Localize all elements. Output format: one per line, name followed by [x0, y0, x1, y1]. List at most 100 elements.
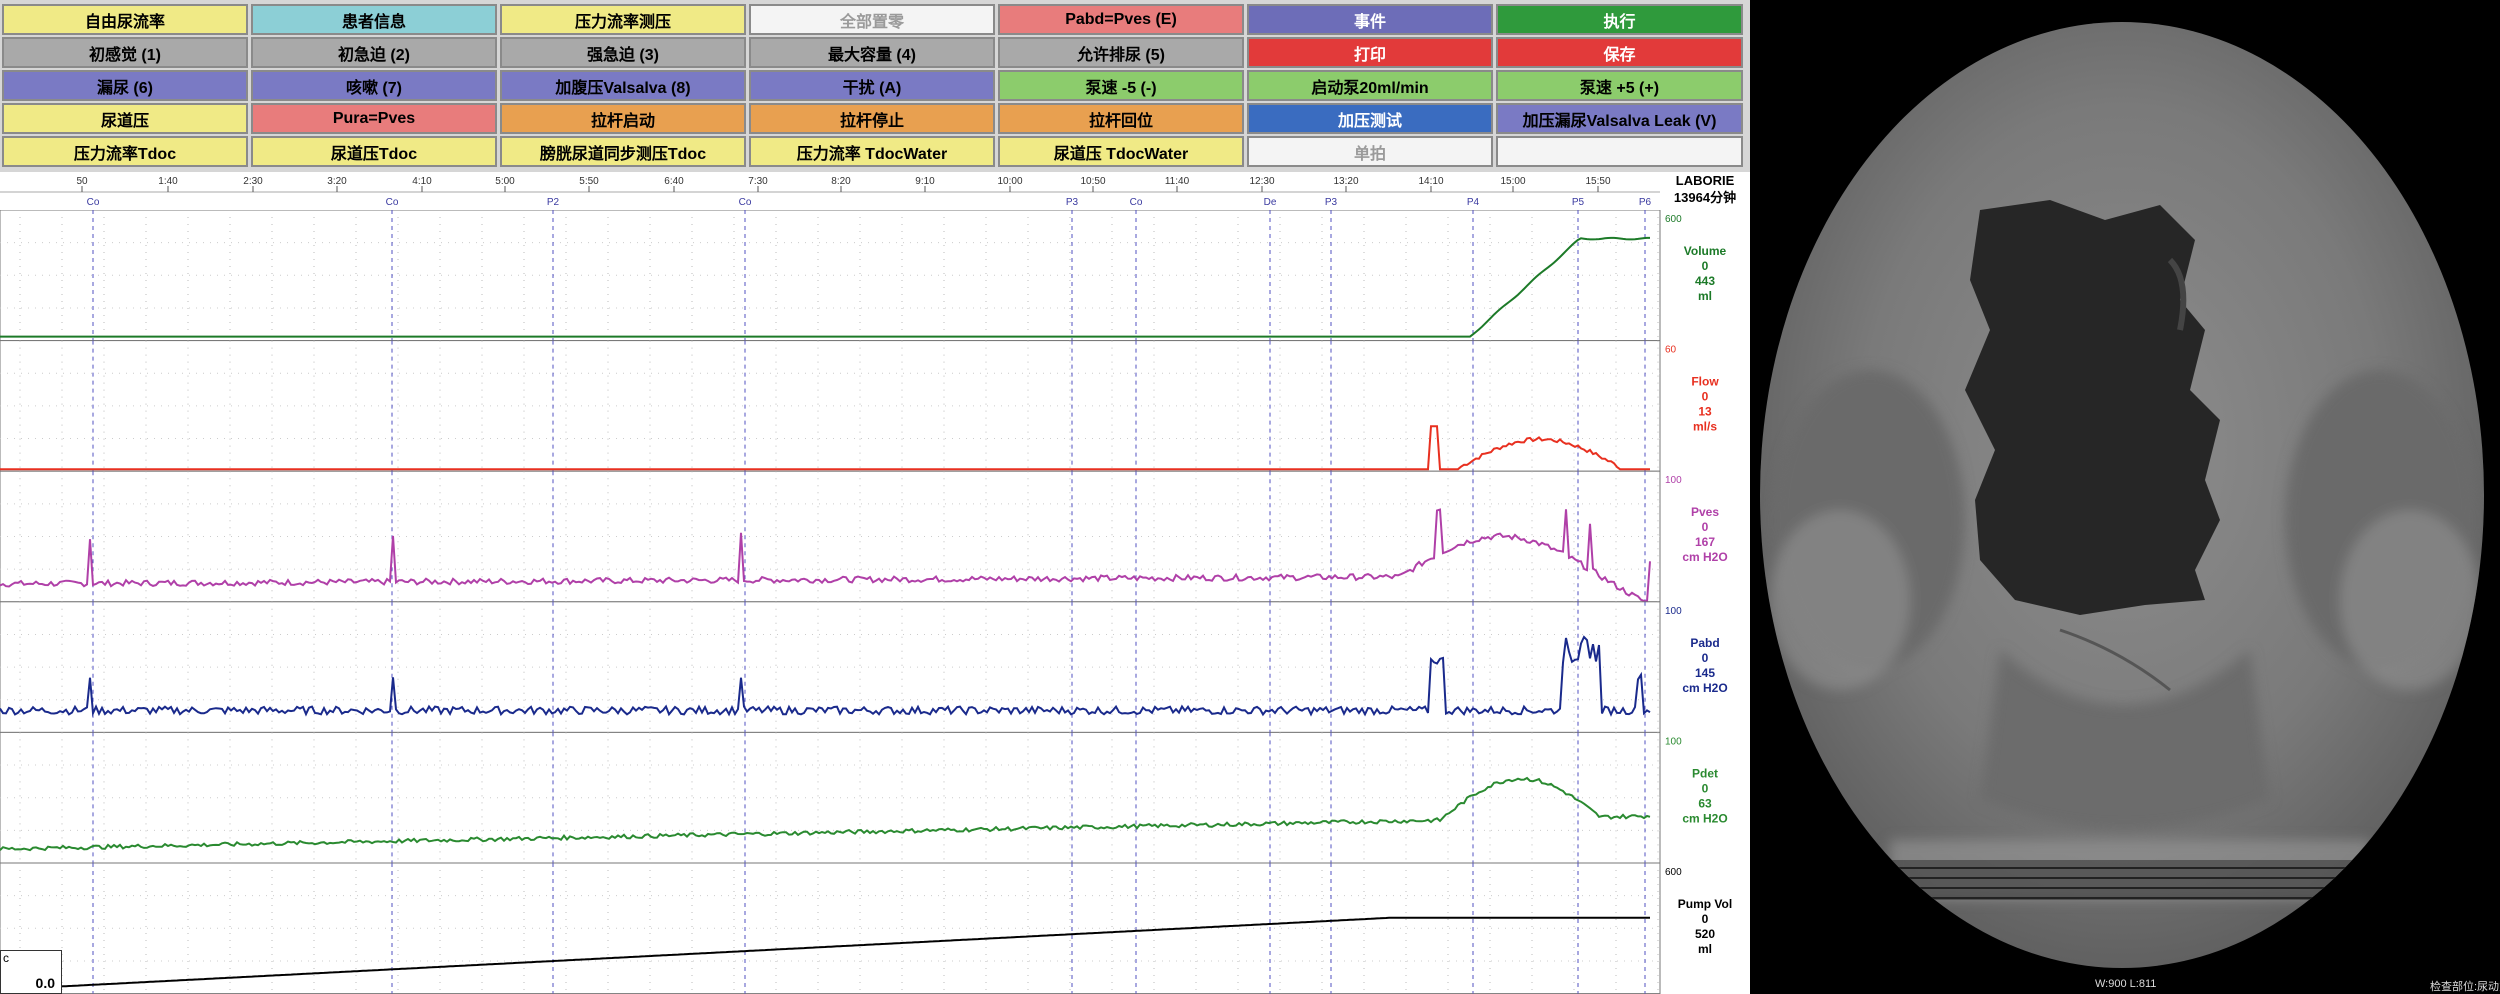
button-r2-c7[interactable]: 保存 [1496, 37, 1743, 68]
button-r4-c6[interactable]: 加压测试 [1247, 103, 1493, 134]
fluoroscopy-image [1760, 22, 2484, 968]
time-tick-label: 12:30 [1249, 176, 1274, 187]
button-r5-c3[interactable]: 膀胱尿道同步测压Tdoc [500, 136, 746, 167]
channel-unit: cm H2O [1682, 681, 1727, 695]
trace-pump-vol [0, 916, 1650, 991]
button-r1-c6[interactable]: 事件 [1247, 4, 1493, 35]
time-tick-label: 4:10 [412, 176, 432, 187]
button-r3-c2[interactable]: 咳嗽 (7) [251, 70, 497, 101]
channel-scale-max: 60 [1665, 345, 1677, 356]
time-tick-label: 10:00 [997, 176, 1022, 187]
channel-value: 520 [1695, 927, 1715, 941]
button-r5-c2[interactable]: 尿道压Tdoc [251, 136, 497, 167]
button-r1-c1[interactable]: 自由尿流率 [2, 4, 248, 35]
button-r4-c1[interactable]: 尿道压 [2, 103, 248, 134]
fluoro-exam-site: 检查部位:尿动力 [2430, 981, 2500, 993]
button-r2-c6[interactable]: 打印 [1247, 37, 1493, 68]
button-r1-c4[interactable]: 全部置零 [749, 4, 995, 35]
time-tick-label: 8:20 [831, 176, 851, 187]
button-r3-c1[interactable]: 漏尿 (6) [2, 70, 248, 101]
channel-unit: ml [1698, 942, 1712, 956]
fluoroscopy-viewer: W:900 L:811 检查部位:尿动力 [1750, 0, 2500, 994]
time-tick-label: 3:20 [327, 176, 347, 187]
channel-value: 13 [1698, 405, 1712, 419]
time-tick-label: 9:10 [915, 176, 935, 187]
action-button-grid: 自由尿流率 患者信息 压力流率测压 全部置零 Pabd=Pves (E) 事件 执行初感觉 … [0, 0, 1750, 172]
event-marker-label[interactable]: Co [739, 197, 752, 208]
time-tick-label: 10:50 [1080, 176, 1105, 187]
channel-min: 0 [1702, 520, 1709, 534]
channel-scale-max: 100 [1665, 736, 1682, 747]
button-r2-c5[interactable]: 允许排尿 (5) [998, 37, 1244, 68]
channel-name: Pdet [1692, 766, 1718, 780]
event-marker-label[interactable]: P5 [1572, 197, 1585, 208]
button-r4-c4[interactable]: 拉杆停止 [749, 103, 995, 134]
button-r1-c7[interactable]: 执行 [1496, 4, 1743, 35]
channel-value: 443 [1695, 274, 1715, 288]
time-tick-label: 5:00 [495, 176, 515, 187]
button-r1-c2[interactable]: 患者信息 [251, 4, 497, 35]
time-tick-label: 11:40 [1165, 176, 1190, 187]
button-r2-c4[interactable]: 最大容量 (4) [749, 37, 995, 68]
event-marker-label[interactable]: Co [386, 197, 399, 208]
button-r3-c5[interactable]: 泵速 -5 (-) [998, 70, 1244, 101]
button-r2-c3[interactable]: 强急迫 (3) [500, 37, 746, 68]
time-tick-label: 50 [76, 176, 88, 187]
button-r5-c7[interactable] [1496, 136, 1743, 167]
channel-unit: ml/s [1693, 420, 1717, 434]
brand-label: LABORIE 13964分钟 [1662, 172, 1748, 210]
fluoro-window-level: W:900 L:811 [2095, 978, 2157, 990]
channel-min: 0 [1702, 651, 1709, 665]
time-tick-label: 14:10 [1418, 176, 1443, 187]
channel-value: 63 [1698, 796, 1712, 810]
event-marker-label[interactable]: De [1264, 197, 1277, 208]
button-r3-c6[interactable]: 启动泵20ml/min [1247, 70, 1493, 101]
channel-scale-max: 100 [1665, 475, 1682, 486]
event-marker-label[interactable]: P4 [1467, 197, 1480, 208]
button-r5-c4[interactable]: 压力流率 TdocWater [749, 136, 995, 167]
button-r4-c3[interactable]: 拉杆启动 [500, 103, 746, 134]
event-marker-label[interactable]: P3 [1325, 197, 1338, 208]
event-marker-label[interactable]: Co [1130, 197, 1143, 208]
button-r3-c7[interactable]: 泵速 +5 (+) [1496, 70, 1743, 101]
button-r1-c5[interactable]: Pabd=Pves (E) [998, 4, 1244, 35]
readout-label: c [3, 951, 9, 965]
trace-flow [0, 425, 1650, 471]
event-marker-label[interactable]: P6 [1639, 197, 1652, 208]
button-r4-c5[interactable]: 拉杆回位 [998, 103, 1244, 134]
time-axis: 50 1:40 2:30 3:20 4:10 5:00 5:50 6:40 7:30 8:20 9:… [0, 172, 1660, 210]
event-marker-label[interactable]: P3 [1066, 197, 1079, 208]
cursor-readout[interactable]: c 0.0 [0, 950, 62, 994]
button-r5-c5[interactable]: 尿道压 TdocWater [998, 136, 1244, 167]
channel-name: Pabd [1690, 636, 1719, 650]
button-r2-c1[interactable]: 初感觉 (1) [2, 37, 248, 68]
event-marker-label[interactable]: P2 [547, 197, 560, 208]
button-r4-c2[interactable]: Pura=Pves [251, 103, 497, 134]
channel-unit: cm H2O [1682, 550, 1727, 564]
button-r5-c6[interactable]: 单拍 [1247, 136, 1493, 167]
time-tick-label: 6:40 [664, 176, 684, 187]
button-r5-c1[interactable]: 压力流率Tdoc [2, 136, 248, 167]
button-r3-c4[interactable]: 干扰 (A) [749, 70, 995, 101]
channel-scale-max: 100 [1665, 606, 1682, 617]
channel-scale-max: 600 [1665, 867, 1682, 878]
channel-min: 0 [1702, 259, 1709, 273]
button-r4-c7[interactable]: 加压漏尿Valsalva Leak (V) [1496, 103, 1743, 134]
button-r1-c3[interactable]: 压力流率测压 [500, 4, 746, 35]
event-marker-label[interactable]: Co [87, 197, 100, 208]
readout-value: 0.0 [35, 975, 55, 991]
trace-pdet [0, 776, 1651, 852]
time-tick-label: 2:30 [243, 176, 263, 187]
channel-name: Pump Vol [1678, 897, 1732, 911]
time-tick-label: 13:20 [1333, 176, 1358, 187]
button-r2-c2[interactable]: 初急迫 (2) [251, 37, 497, 68]
time-tick-label: 15:50 [1585, 176, 1610, 187]
study-duration: 13964分钟 [1673, 190, 1737, 205]
button-r3-c3[interactable]: 加腹压Valsalva (8) [500, 70, 746, 101]
time-tick-label: 5:50 [579, 176, 599, 187]
